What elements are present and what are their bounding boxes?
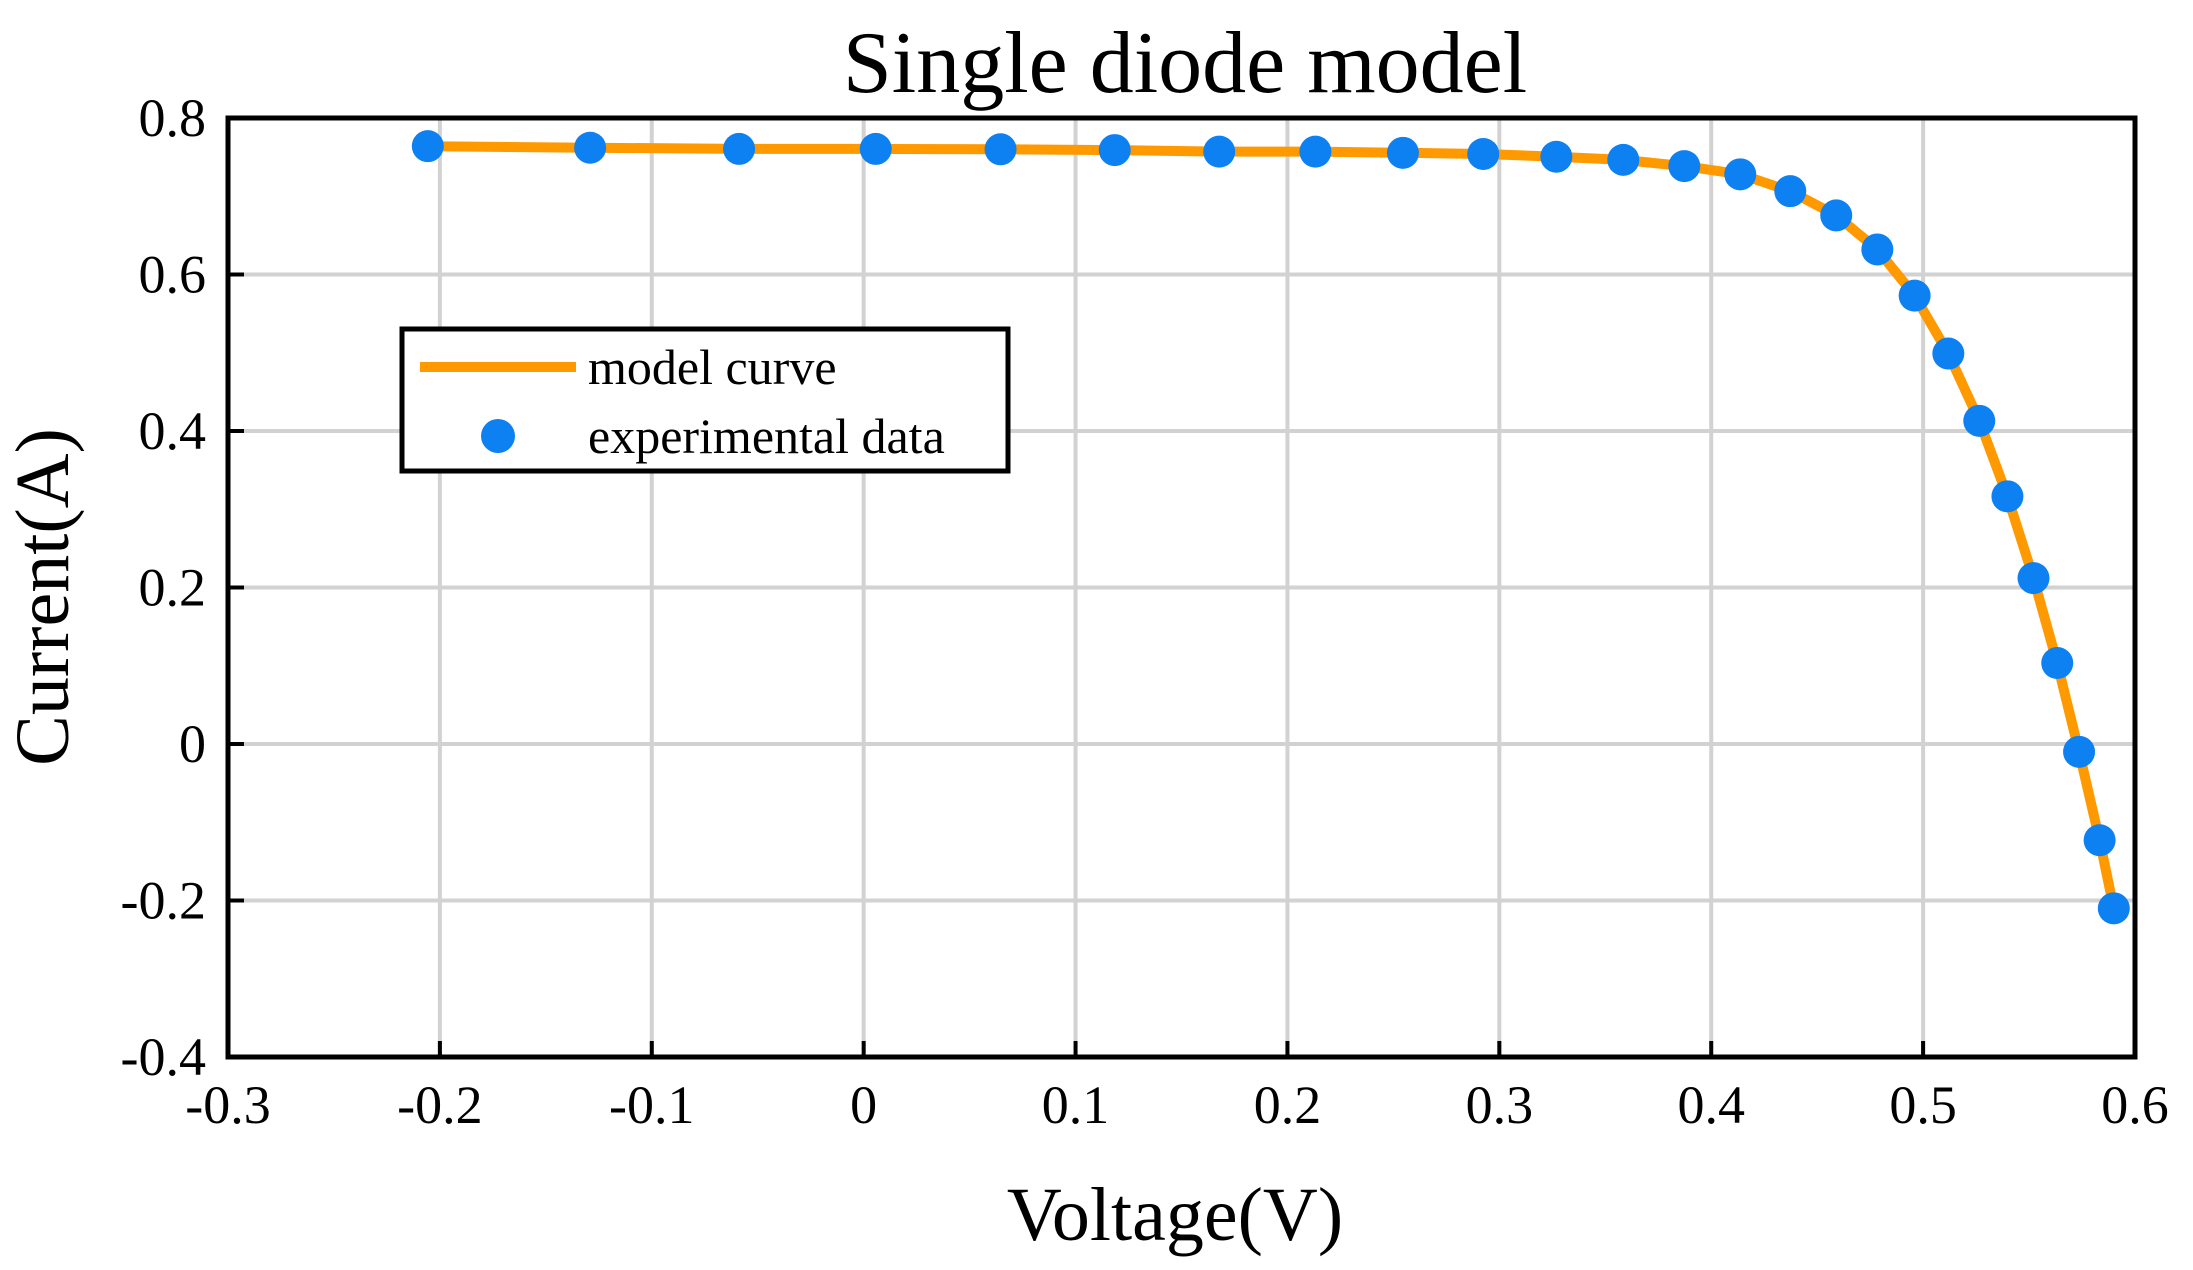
data-point-experimental [2041, 647, 2074, 680]
y-tick-label: -0.4 [121, 1027, 206, 1087]
y-axis-label: Current(A) [1, 428, 85, 766]
data-point-experimental [2063, 735, 2096, 768]
y-tick-label: -0.2 [121, 871, 206, 931]
data-point-experimental [1774, 175, 1807, 208]
legend-label-model-curve: model curve [588, 339, 837, 395]
data-point-experimental [1724, 158, 1757, 191]
x-tick-label: -0.3 [185, 1075, 270, 1135]
data-point-experimental [1540, 140, 1573, 173]
y-tick-label: 0.6 [139, 245, 207, 305]
x-axis-label: Voltage(V) [1007, 1173, 1343, 1257]
data-point-experimental [411, 130, 444, 163]
data-point-experimental [574, 131, 607, 164]
y-tick-label: 0 [179, 714, 206, 774]
data-point-experimental [1820, 199, 1853, 232]
data-point-experimental [1668, 150, 1701, 183]
legend: model curve experimental data [399, 326, 1011, 474]
x-tick-label: 0.1 [1042, 1075, 1110, 1135]
data-point-experimental [723, 132, 756, 165]
y-tick-label: 0.4 [139, 401, 207, 461]
data-point-experimental [1963, 404, 1996, 437]
data-point-experimental [1386, 136, 1419, 169]
data-point-experimental [1898, 279, 1931, 312]
data-point-experimental [2017, 562, 2050, 595]
data-point-experimental [859, 132, 892, 165]
data-point-experimental [1098, 134, 1131, 167]
x-tick-label: -0.1 [609, 1075, 694, 1135]
data-point-experimental [1932, 337, 1965, 370]
data-point-experimental [1607, 143, 1640, 176]
data-point-experimental [2097, 892, 2130, 925]
x-tick-label: 0.5 [1889, 1075, 1957, 1135]
x-tick-label: 0 [850, 1075, 877, 1135]
y-tick-label: 0.8 [139, 88, 207, 148]
x-tick-label: 0.2 [1254, 1075, 1322, 1135]
data-point-experimental [1299, 135, 1332, 168]
data-point-experimental [984, 133, 1017, 166]
data-point-experimental [1991, 480, 2024, 513]
data-point-experimental [1467, 137, 1500, 170]
chart-title: Single diode model [843, 15, 1527, 112]
x-tick-label: 0.6 [2101, 1075, 2169, 1135]
x-tick-label: 0.3 [1466, 1075, 1534, 1135]
data-point-experimental [2083, 824, 2116, 857]
x-axis-ticks: -0.3 -0.2 -0.1 0 0.1 0.2 0.3 0.4 0.5 0.6 [185, 1041, 2169, 1135]
series-layer [411, 130, 2130, 925]
y-tick-label: 0.2 [139, 558, 207, 618]
data-point-experimental [1861, 233, 1894, 266]
legend-label-experimental-data: experimental data [588, 408, 945, 464]
x-tick-label: -0.2 [397, 1075, 482, 1135]
x-tick-label: 0.4 [1677, 1075, 1745, 1135]
y-axis-ticks: -0.4 -0.2 0 0.2 0.4 0.6 0.8 [121, 88, 244, 1087]
legend-marker-swatch [481, 419, 515, 453]
data-point-experimental [1203, 135, 1236, 168]
